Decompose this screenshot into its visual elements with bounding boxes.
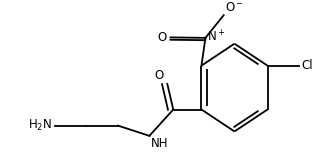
Text: NH: NH — [151, 137, 168, 150]
Text: Cl: Cl — [302, 59, 313, 72]
Text: O: O — [158, 31, 166, 44]
Text: O$^-$: O$^-$ — [225, 1, 244, 14]
Text: H$_2$N: H$_2$N — [28, 118, 52, 133]
Text: O: O — [154, 69, 163, 82]
Text: N$^+$: N$^+$ — [207, 30, 226, 45]
